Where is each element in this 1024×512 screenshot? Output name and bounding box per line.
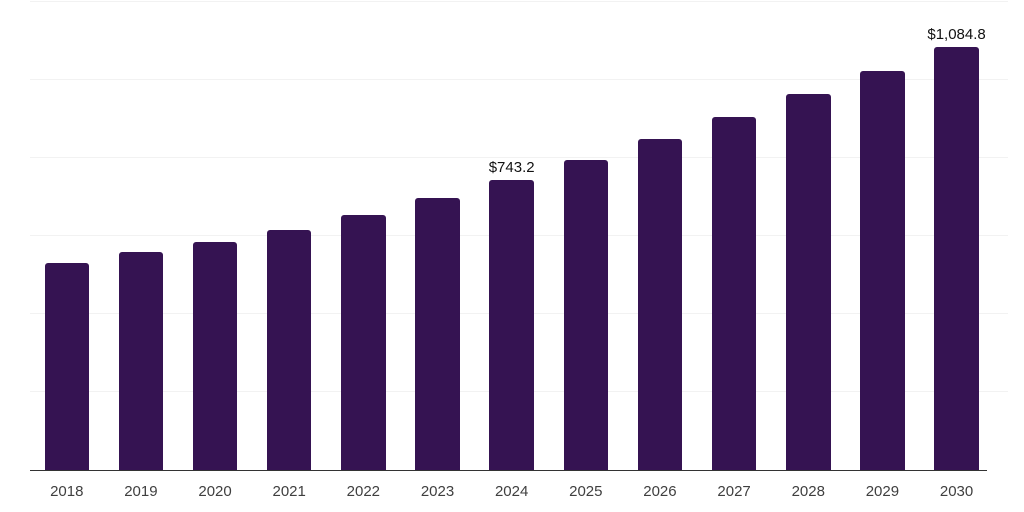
bar-2028 [786, 93, 831, 470]
x-tick-2023: 2023 [420, 483, 455, 500]
x-tick-2024: 2024 [494, 483, 529, 500]
x-tick-2026: 2026 [643, 483, 677, 500]
x-tick-2019: 2019 [124, 483, 158, 500]
gridline-1200 [30, 1, 1008, 2]
bar-2025 [563, 159, 609, 470]
x-tick-2028: 2028 [791, 483, 825, 500]
x-tick-2029: 2029 [865, 483, 900, 500]
bar-2022 [341, 214, 386, 470]
x-tick-2022: 2022 [346, 483, 381, 500]
x-tick-2030: 2030 [939, 483, 974, 500]
x-tick-2027: 2027 [717, 483, 751, 500]
bar-2023 [415, 197, 460, 470]
x-tick-2018: 2018 [50, 483, 84, 500]
bar-2019 [118, 252, 164, 470]
bar-2026 [637, 138, 683, 470]
x-tick-2020: 2020 [198, 483, 232, 500]
x-tick-2021: 2021 [272, 483, 306, 500]
x-axis-line [30, 469, 987, 471]
bar-2029 [860, 71, 905, 470]
data-label-2024: $743.2 [488, 159, 535, 177]
bar-2021 [266, 230, 312, 470]
plot-area: $743.2 $1,084.8 [30, 1, 1008, 471]
x-axis: 2018 2019 2020 2021 2022 2023 2024 2025 2026 2027… [30, 483, 1008, 504]
gridline-800 [30, 157, 1008, 158]
bar-2027 [711, 116, 757, 470]
bar-2030: $1,084.8 [927, 27, 986, 470]
bar-2024: $743.2 [489, 160, 535, 470]
bar-2020 [192, 242, 238, 470]
gridline-1000 [30, 79, 1008, 80]
x-tick-2025: 2025 [569, 483, 603, 500]
bar-2018 [44, 262, 89, 470]
data-label-2030: $1,084.8 [927, 25, 986, 43]
